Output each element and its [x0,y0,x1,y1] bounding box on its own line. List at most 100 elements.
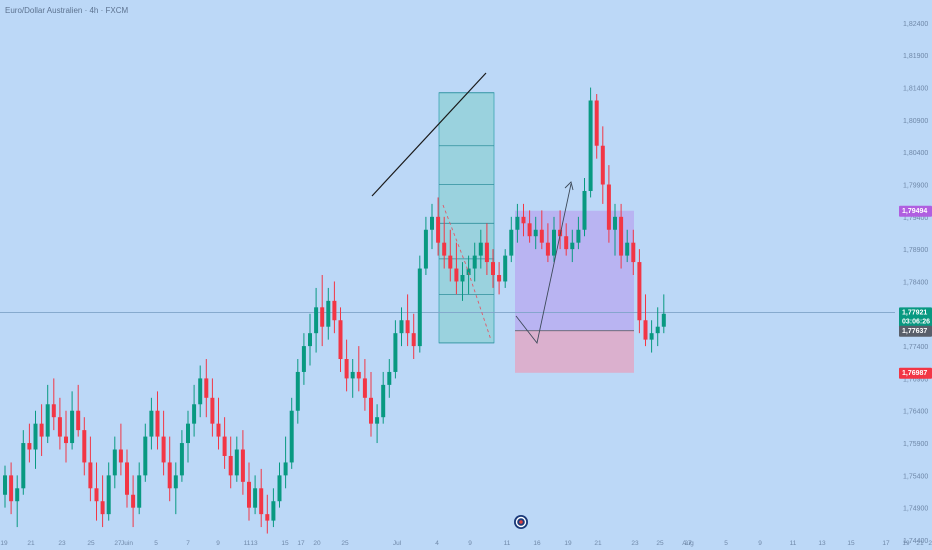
candle [655,307,660,347]
candle [234,436,239,482]
candle [539,210,544,250]
y-tick-label: 1,78400 [903,279,928,286]
candle-body [106,475,111,515]
x-tick-label: 19 [902,540,910,547]
candle-body [82,430,87,463]
candle-body [637,262,642,321]
candle-body [484,242,489,263]
candle [301,333,306,385]
projection-path [515,183,572,345]
stop-price-label-bg [899,367,932,379]
candle [21,430,26,495]
candle-body [606,184,611,230]
candle [33,410,38,469]
candle [344,339,349,392]
candle [369,371,373,437]
candle-body [661,313,666,327]
candle [509,216,514,263]
x-tick-label: 21 [27,540,35,547]
candle [466,255,471,295]
candle [570,229,575,263]
projection-arrowhead [564,181,574,191]
stop-zone [515,330,634,373]
candle [277,462,282,508]
candle [283,436,288,489]
candle-body [503,255,508,282]
x-tick-label: Aug [682,540,694,547]
candle-body [613,216,617,230]
candle-body [448,255,453,269]
candle-body [405,320,410,334]
candle [478,229,483,269]
candle [594,94,599,159]
x-tick-label: 11 [244,540,251,547]
candle [375,404,380,444]
candle [393,320,398,379]
candle [70,391,75,450]
candle-body [125,462,129,495]
chart-title: Euro/Dollar Australien · 4h · FXCM [5,6,129,15]
x-tick-label: Jul [393,540,402,547]
candle-body [70,410,75,444]
candle [15,475,20,528]
candle [210,378,215,437]
candle-body [417,268,422,347]
price-labels: 1,79494 1,77921 03:06:26 1,77637 1,76987 [899,205,932,379]
candle [265,494,270,534]
candle [308,313,312,366]
candle-body [619,216,624,256]
candle-body [350,371,355,379]
y-tick-label: 1,77400 [903,344,928,351]
y-tick-label: 1,82400 [903,21,928,28]
candle [472,242,477,282]
candle-body [27,443,32,450]
candle-body [204,378,209,398]
candle [118,423,123,476]
candle [57,397,62,450]
candle [637,249,642,334]
current-price-label: 1,77921 [902,309,927,316]
y-tick-label: 1,79400 [903,215,928,222]
y-tick-label: 1,74400 [903,538,928,545]
candle [417,255,422,353]
candle-body [442,242,447,256]
candle-body [539,229,544,243]
candle [649,320,654,353]
x-tick-label: 5 [724,540,728,547]
candle-body [326,300,331,327]
candle [448,229,453,282]
trendline [371,72,487,197]
candle-body [33,423,38,450]
candle [314,287,319,353]
candle [405,294,410,347]
candle [521,203,526,237]
candle-body [64,436,68,444]
candle-body [228,455,233,476]
candle-body [576,229,581,243]
candle-body [594,100,599,146]
candle [576,216,581,250]
candle [192,384,197,437]
candle [661,294,666,334]
candle-body [216,423,221,437]
candle [167,436,172,502]
y-axis: 1,82400 1,81900 1,81400 1,80900 1,80400 1,799… [903,21,928,545]
candle-body [247,481,251,508]
x-tick-label: 23 [631,540,639,547]
candle-body [393,333,398,372]
candle-body [625,242,630,256]
candle [88,436,93,502]
candle [497,262,502,295]
candle [619,203,624,269]
candle [143,423,148,482]
candle [332,281,337,334]
candle-body [369,397,373,424]
y-tick-label: 1,80900 [903,118,928,125]
candle [320,275,325,347]
candle [228,436,233,489]
candle [216,397,221,450]
y-tick-label: 1,79900 [903,183,928,190]
candle-body [552,229,556,256]
